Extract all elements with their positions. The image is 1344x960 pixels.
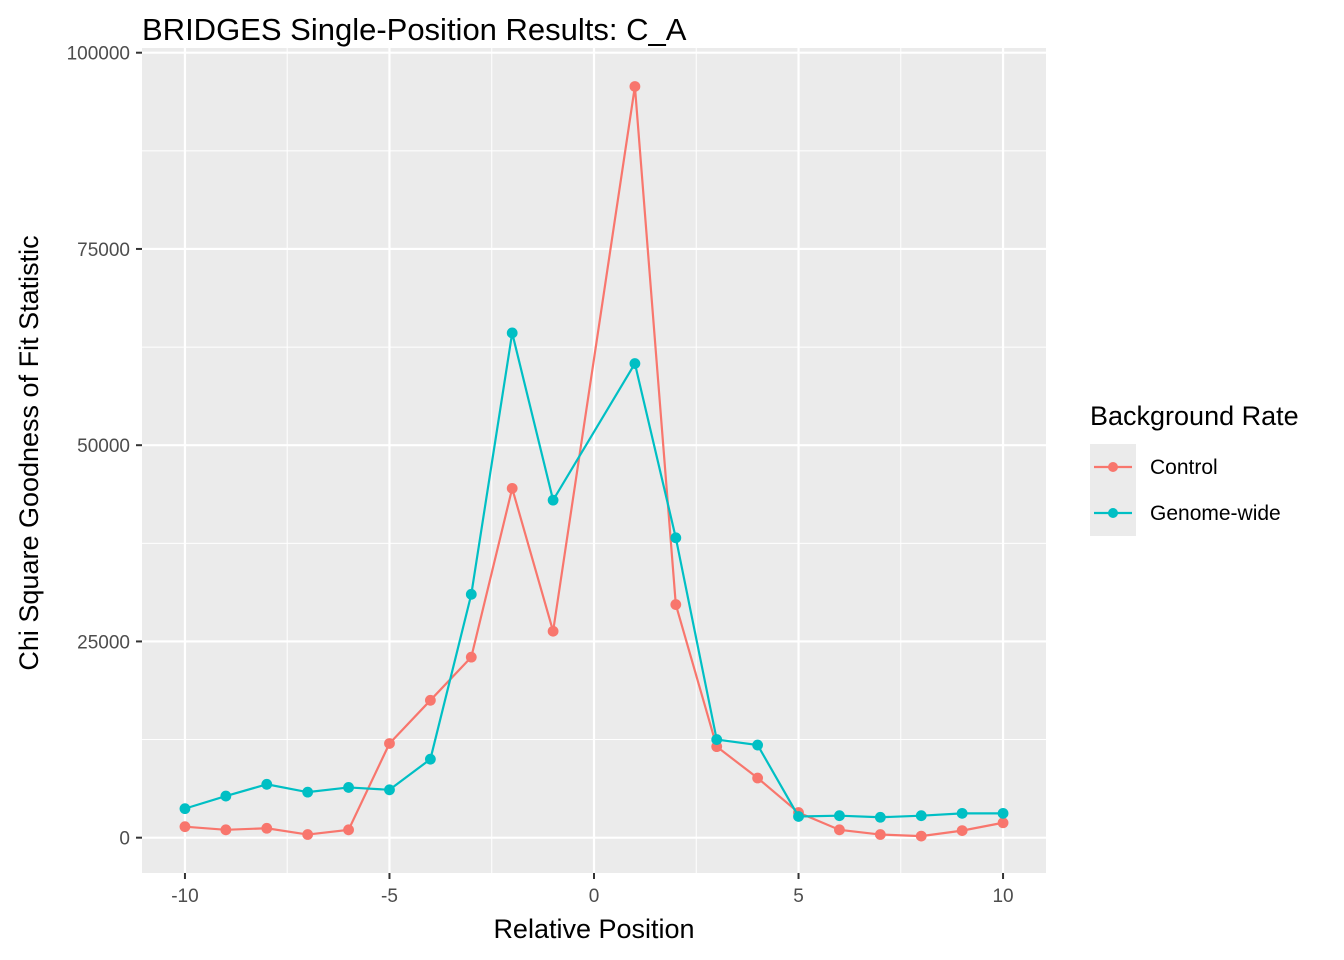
- data-point-control: [997, 817, 1009, 829]
- data-point-genome-wide: [915, 810, 927, 822]
- data-point-control: [506, 482, 518, 494]
- data-point-genome-wide: [874, 811, 886, 823]
- data-point-control: [629, 81, 641, 92]
- data-point-control: [384, 738, 395, 749]
- legend-key-genome-wide-point: [1108, 508, 1118, 518]
- data-point-control: [547, 625, 559, 637]
- legend-title: Background Rate: [1090, 401, 1299, 431]
- major-gridlines: [142, 48, 1046, 873]
- data-point-genome-wide: [997, 807, 1009, 819]
- series-line-control: [184, 86, 1004, 838]
- legend-key-control-point: [1108, 462, 1118, 472]
- x-axis-title: Relative Position: [493, 914, 694, 944]
- data-point-genome-wide: [384, 784, 395, 796]
- data-point-control: [834, 824, 845, 836]
- data-point-control: [179, 821, 191, 833]
- data-point-genome-wide: [711, 734, 723, 745]
- data-point-genome-wide: [752, 739, 764, 751]
- data-point-control: [343, 824, 354, 836]
- y-axis-title: Chi Square Goodness of Fit Statistic: [14, 235, 44, 670]
- data-point-control: [220, 824, 232, 836]
- data-point-genome-wide: [465, 588, 477, 600]
- data-point-genome-wide: [424, 753, 436, 765]
- legend-label-genome-wide: Genome-wide: [1150, 502, 1281, 525]
- data-point-genome-wide: [220, 790, 232, 802]
- x-tick-label: 10: [992, 886, 1013, 907]
- data-point-control: [670, 599, 682, 610]
- data-point-control: [465, 651, 477, 663]
- data-point-genome-wide: [629, 358, 641, 369]
- y-tick-label: 0: [119, 829, 130, 850]
- legend: Background Rate Control Genome-wide: [1090, 401, 1299, 536]
- y-axis: 0 25000 50000 75000 100000: [67, 44, 142, 850]
- x-tick-label: 5: [793, 886, 804, 907]
- data-point-genome-wide: [261, 778, 273, 790]
- data-point-genome-wide: [834, 810, 845, 822]
- data-point-control: [424, 694, 436, 706]
- data-point-control: [874, 829, 886, 840]
- y-tick-label: 75000: [77, 240, 130, 261]
- chart-title: BRIDGES Single-Position Results: C_A: [142, 12, 687, 47]
- legend-label-control: Control: [1150, 456, 1218, 479]
- data-point-genome-wide: [956, 807, 968, 819]
- data-point-control: [302, 829, 314, 840]
- y-tick-label: 50000: [77, 436, 130, 457]
- data-point-genome-wide: [547, 494, 559, 506]
- series-layer: [179, 81, 1009, 842]
- data-point-genome-wide: [343, 782, 354, 793]
- x-axis: -10 -5 0 5 10: [171, 873, 1014, 907]
- data-point-control: [261, 822, 273, 834]
- data-point-control: [915, 830, 927, 842]
- series-genome-wide: [179, 327, 1009, 823]
- data-point-genome-wide: [302, 786, 314, 798]
- data-point-control: [956, 825, 968, 837]
- data-point-genome-wide: [506, 327, 518, 339]
- x-tick-label: 0: [589, 886, 600, 907]
- y-tick-label: 100000: [67, 44, 130, 65]
- series-line-genome-wide: [184, 332, 1004, 819]
- data-point-control: [752, 772, 764, 784]
- data-point-genome-wide: [179, 803, 191, 815]
- x-tick-label: -5: [381, 886, 398, 907]
- x-tick-label: -10: [171, 886, 198, 907]
- y-tick-label: 25000: [77, 632, 130, 653]
- data-point-genome-wide: [793, 811, 804, 822]
- data-point-genome-wide: [670, 532, 682, 544]
